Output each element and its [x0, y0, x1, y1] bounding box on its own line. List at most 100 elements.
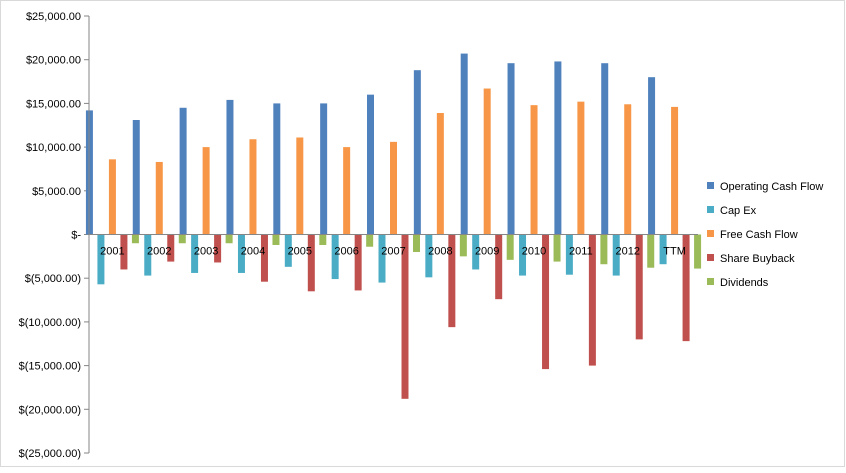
bar — [588, 234, 596, 366]
legend-label: Cap Ex — [720, 205, 757, 217]
bar — [191, 234, 199, 273]
bar — [367, 94, 374, 235]
x-tick-label: 2005 — [288, 246, 312, 258]
y-tick-label: $(25,000.00) — [19, 448, 81, 460]
legend: Operating Cash Flow Cap Ex Free Cash Flow S… — [707, 181, 823, 289]
x-tick-label: 2006 — [334, 246, 358, 258]
bar — [507, 63, 515, 235]
bar — [331, 234, 339, 280]
bar — [237, 234, 245, 273]
legend-label: Operating Cash Flow — [720, 181, 823, 193]
bar — [132, 120, 140, 235]
bar — [694, 234, 702, 269]
x-tick-label: 2008 — [428, 246, 452, 258]
legend-swatch — [707, 254, 714, 261]
bar — [542, 234, 550, 370]
bar — [202, 147, 210, 235]
y-tick-label: $(5,000.00) — [25, 273, 81, 285]
y-tick-label: $20,000.00 — [26, 55, 81, 67]
y-axis-ticks: $(25,000.00) $(20,000.00) $(15,000.00) $(10… — [19, 11, 89, 460]
bar — [682, 234, 690, 342]
bar — [530, 105, 538, 235]
bar — [436, 113, 444, 235]
bar — [131, 234, 139, 244]
bar — [225, 234, 233, 244]
bar — [648, 77, 656, 235]
legend-label: Share Buyback — [720, 253, 795, 265]
bar — [178, 234, 186, 244]
bar — [260, 234, 268, 282]
legend-swatch — [707, 278, 714, 285]
bar — [272, 234, 280, 245]
x-axis-labels: 2001 2002 2003 2004 2005 2006 2007 2008 2009 2010… — [100, 246, 686, 258]
x-tick-label: 2012 — [615, 246, 639, 258]
bar — [647, 234, 655, 268]
bar — [483, 88, 491, 235]
y-tick-label: $(20,000.00) — [19, 404, 81, 416]
bar — [624, 104, 632, 235]
bar — [319, 234, 327, 245]
legend-swatch — [707, 230, 714, 237]
bar — [167, 234, 175, 262]
bar — [553, 234, 561, 262]
legend-label: Dividends — [720, 277, 769, 289]
bar — [495, 234, 503, 300]
bar — [671, 106, 679, 235]
bar — [425, 234, 433, 278]
y-tick-label: $25,000.00 — [26, 11, 81, 23]
x-tick-label: 2001 — [100, 246, 124, 258]
bar — [413, 70, 421, 235]
bar — [413, 234, 420, 252]
bar — [459, 234, 467, 257]
y-tick-label: $(10,000.00) — [19, 317, 81, 329]
bars — [85, 53, 702, 399]
bar — [296, 137, 304, 235]
y-tick-label: $15,000.00 — [26, 98, 81, 110]
bar — [97, 234, 105, 285]
legend-swatch — [707, 182, 714, 189]
bar — [565, 234, 573, 275]
bar — [390, 141, 397, 235]
bar — [120, 234, 128, 270]
bar — [226, 99, 234, 235]
bar — [601, 63, 609, 235]
x-tick-label: 2002 — [147, 246, 171, 258]
legend-label: Free Cash Flow — [720, 229, 798, 241]
bar — [179, 107, 187, 235]
bar — [307, 234, 315, 292]
bar — [108, 159, 116, 235]
bar — [600, 234, 608, 265]
bar — [612, 234, 620, 276]
y-tick-label: $(15,000.00) — [19, 361, 81, 373]
bar — [284, 234, 292, 267]
bar — [343, 147, 351, 235]
bar — [519, 234, 527, 276]
x-tick-label: 2011 — [569, 246, 593, 258]
y-tick-label: $5,000.00 — [32, 186, 81, 198]
bar — [472, 234, 480, 270]
bar — [448, 234, 456, 328]
bar — [554, 61, 562, 235]
x-tick-label: 2010 — [522, 246, 546, 258]
bar — [378, 234, 386, 283]
bar — [401, 234, 409, 399]
x-tick-label: 2007 — [381, 246, 405, 258]
bar — [354, 234, 362, 291]
bar — [249, 139, 257, 235]
bar — [659, 234, 667, 265]
x-tick-label: 2004 — [241, 246, 265, 258]
y-tick-label: $- — [71, 230, 81, 242]
bar — [214, 234, 222, 263]
x-tick-label: 2003 — [194, 246, 218, 258]
x-tick-label: TTM — [663, 246, 686, 258]
bar — [273, 103, 281, 235]
legend-swatch — [707, 206, 714, 213]
y-tick-label: $10,000.00 — [26, 142, 81, 154]
bar — [144, 234, 152, 276]
bar — [577, 101, 585, 235]
x-tick-label: 2009 — [475, 246, 499, 258]
bar — [155, 161, 163, 235]
bar — [506, 234, 514, 260]
